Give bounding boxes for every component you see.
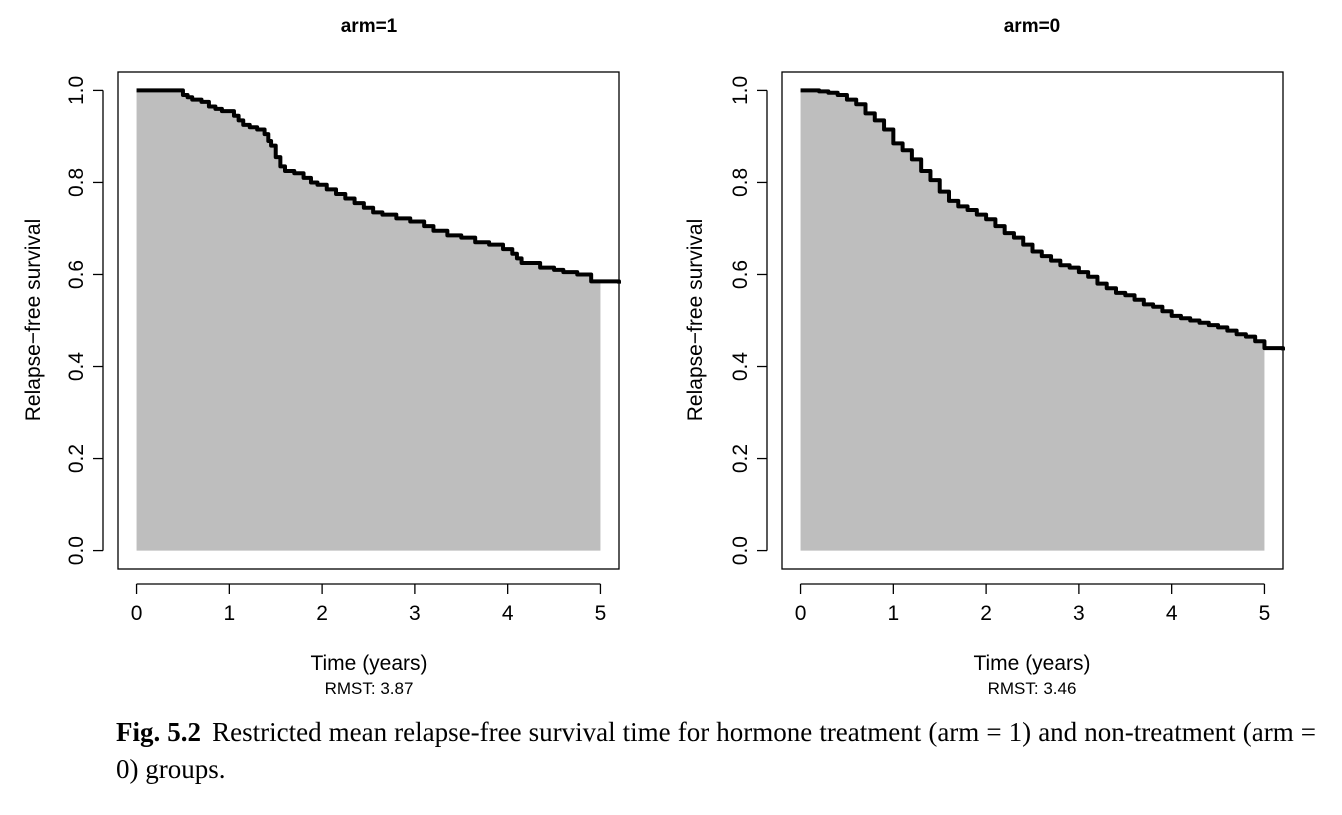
x-tick-label: 5 (1259, 602, 1271, 625)
caption-text: Restricted mean relapse-free survival ti… (116, 717, 1316, 784)
figure: arm=1 0 1 2 3 4 5 0.0 0.2 0.4 0.6 0.8 1.0 Time (yea… (22, 16, 1285, 698)
plot-area: 0 1 2 3 4 5 0.0 0.2 0.4 0.6 0.8 1.0 (729, 71, 1285, 625)
panel-arm-1: arm=1 0 1 2 3 4 5 0.0 0.2 0.4 0.6 0.8 1.0 Time (yea… (22, 16, 621, 698)
x-tick-label: 0 (795, 602, 807, 625)
x-tick-label: 5 (595, 602, 607, 625)
x-tick-label: 4 (1166, 602, 1178, 625)
y-axis-label: Relapse−free survival (684, 219, 707, 422)
x-tick-label: 1 (223, 602, 235, 625)
x-tick-label: 0 (131, 602, 143, 625)
x-tick-label: 4 (502, 602, 514, 625)
panel-arm-0: arm=0 0 1 2 3 4 5 0.0 0.2 0.4 0.6 0.8 1.0 Time (yea… (684, 16, 1285, 698)
x-tick-label: 3 (1073, 602, 1085, 625)
y-tick-label: 0.8 (729, 168, 752, 197)
x-tick-label: 2 (316, 602, 328, 625)
y-tick-label: 0.2 (729, 444, 752, 473)
y-tick-label: 0.0 (729, 536, 752, 565)
chart-title: arm=1 (341, 16, 398, 37)
survival-curve (136, 88, 621, 284)
rmst-note: RMST: 3.87 (325, 679, 414, 698)
x-axis-label: Time (years) (310, 652, 427, 675)
y-tick-label: 0.8 (65, 168, 88, 197)
x-tick-label: 1 (887, 602, 899, 625)
figure-caption: Fig. 5.2 Restricted mean relapse-free su… (116, 714, 1316, 788)
survival-curve (800, 88, 1285, 351)
chart-title: arm=0 (1004, 16, 1061, 37)
plot-frame (117, 71, 620, 570)
caption-label: Fig. 5.2 (116, 717, 202, 747)
y-tick-label: 0.0 (65, 536, 88, 565)
y-tick-label: 0.6 (65, 260, 88, 289)
rmst-area (800, 90, 1265, 551)
y-tick-label: 0.6 (729, 260, 752, 289)
x-tick-label: 3 (409, 602, 421, 625)
y-tick-label: 0.4 (729, 352, 752, 382)
x-axis-label: Time (years) (973, 652, 1090, 675)
plot-area: 0 1 2 3 4 5 0.0 0.2 0.4 0.6 0.8 1.0 (65, 71, 621, 625)
y-tick-label: 0.2 (65, 444, 88, 473)
y-tick-label: 0.4 (65, 352, 88, 382)
y-tick-label: 1.0 (65, 76, 88, 105)
y-tick-label: 1.0 (729, 76, 752, 105)
rmst-note: RMST: 3.46 (988, 679, 1077, 698)
plot-frame (781, 71, 1284, 570)
y-axis-label: Relapse−free survival (22, 219, 45, 422)
rmst-area (136, 90, 601, 551)
x-tick-label: 2 (980, 602, 992, 625)
